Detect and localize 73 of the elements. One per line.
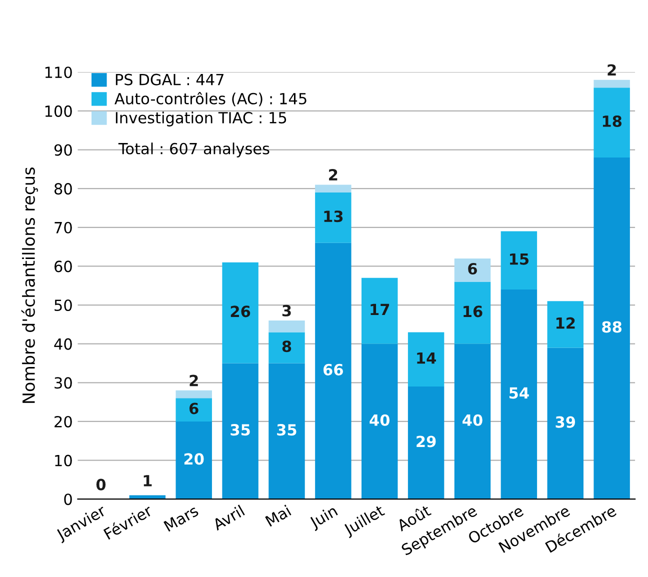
bar [408, 386, 444, 500]
data-label: 15 [510, 253, 529, 265]
y-tick-label: 10 [55, 454, 72, 466]
legend-label: Investigation TIAC : 15 [116, 112, 286, 126]
data-label: 20 [184, 453, 204, 465]
bar [268, 363, 305, 500]
data-label: 12 [556, 317, 575, 329]
data-label: 35 [230, 424, 250, 436]
y-tick-label: 50 [54, 299, 72, 312]
bar [500, 231, 538, 290]
data-label: 39 [556, 416, 576, 428]
bar [454, 344, 491, 500]
data-label: 2 [190, 374, 198, 386]
bar [454, 258, 491, 282]
bar [129, 495, 166, 500]
y-tick-label: 100 [45, 105, 72, 117]
y-tick-label: 60 [54, 260, 72, 272]
y-tick-label: 90 [54, 144, 72, 156]
data-label: 0 [96, 478, 106, 490]
bar [268, 332, 305, 364]
data-label: 16 [464, 306, 482, 318]
y-tick-label: 80 [54, 183, 72, 195]
data-label: 2 [608, 64, 616, 76]
bar [547, 348, 584, 500]
y-tick-label: 70 [54, 222, 72, 234]
data-label: 18 [602, 115, 622, 128]
data-label: 54 [509, 387, 529, 399]
bar [408, 332, 444, 387]
data-label: 29 [416, 436, 436, 448]
y-tick-label: 0 [64, 494, 72, 506]
y-tick-label: 30 [54, 377, 72, 389]
data-label: 2 [329, 169, 338, 180]
y-tick-label: 110 [45, 66, 72, 78]
bar [222, 262, 258, 364]
bar [362, 344, 398, 500]
data-label: 14 [417, 352, 436, 364]
data-label: 6 [468, 262, 477, 275]
bar [594, 80, 630, 88]
bar [500, 289, 538, 500]
bar [176, 421, 212, 500]
x-tick-label: Juin [308, 504, 340, 532]
data-label: 3 [282, 304, 291, 316]
legend-label: PS DGAL : 447 [116, 74, 224, 86]
data-label: 40 [370, 414, 390, 426]
annotation: Total : 607 analyses [118, 142, 270, 158]
bar [268, 320, 305, 332]
data-label: 8 [282, 340, 292, 352]
data-label: 13 [324, 210, 343, 222]
bar [176, 390, 212, 398]
data-label: 88 [602, 321, 622, 333]
y-tick-label: 40 [54, 338, 72, 350]
bar [176, 398, 212, 422]
data-label: 6 [189, 402, 198, 414]
data-label: 26 [230, 306, 250, 318]
bar [315, 192, 352, 243]
data-label: 40 [462, 414, 482, 426]
bar [362, 278, 398, 344]
y-axis-title: Nombre d'échantillons reçus [21, 168, 38, 403]
data-label: 35 [277, 424, 296, 436]
bar [222, 363, 258, 500]
x-tick-label: Mai [264, 504, 292, 527]
bar [315, 184, 352, 192]
data-label: 66 [324, 364, 343, 376]
legend-label: Auto-contrôles (AC) : 145 [114, 92, 306, 106]
data-label: 17 [370, 304, 390, 316]
x-tick-label: Mars [164, 504, 200, 532]
bar [315, 242, 352, 500]
bar [547, 301, 584, 348]
bar [594, 158, 630, 500]
data-label: 1 [144, 475, 152, 486]
y-tick-label: 20 [54, 416, 72, 428]
bar [594, 88, 630, 158]
bar [454, 282, 491, 344]
